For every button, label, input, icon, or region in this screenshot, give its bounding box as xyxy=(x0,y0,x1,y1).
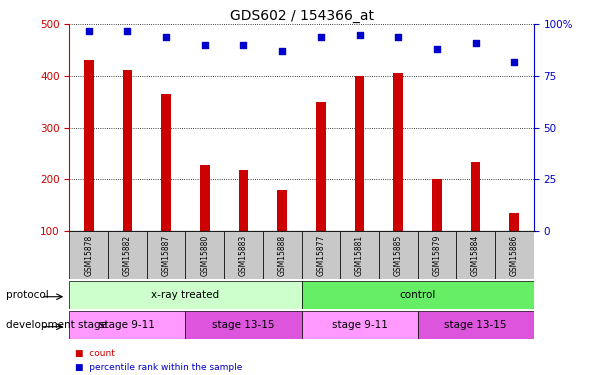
Text: x-ray treated: x-ray treated xyxy=(151,290,219,300)
Bar xyxy=(302,231,340,279)
Point xyxy=(355,32,364,38)
Bar xyxy=(122,70,132,231)
Bar xyxy=(84,60,93,231)
Text: GSM15881: GSM15881 xyxy=(355,234,364,276)
Text: ■  percentile rank within the sample: ■ percentile rank within the sample xyxy=(75,363,243,372)
Text: GSM15878: GSM15878 xyxy=(84,234,93,276)
Text: ■  count: ■ count xyxy=(75,349,115,358)
Text: GSM15883: GSM15883 xyxy=(239,234,248,276)
Text: stage 13-15: stage 13-15 xyxy=(212,320,275,330)
Text: development stage: development stage xyxy=(6,320,107,330)
Text: stage 9-11: stage 9-11 xyxy=(99,320,156,330)
Point xyxy=(393,34,403,40)
Text: GSM15880: GSM15880 xyxy=(200,234,209,276)
Text: protocol: protocol xyxy=(6,290,49,300)
Point xyxy=(84,28,93,34)
Bar xyxy=(69,231,108,279)
Bar xyxy=(495,231,534,279)
Bar xyxy=(108,231,147,279)
Text: GSM15882: GSM15882 xyxy=(123,234,132,276)
Point xyxy=(277,48,287,54)
Bar xyxy=(316,102,326,231)
Point xyxy=(122,28,132,34)
Bar xyxy=(302,311,417,339)
Bar xyxy=(186,311,302,339)
Bar xyxy=(302,281,534,309)
Bar xyxy=(432,179,442,231)
Bar xyxy=(277,190,287,231)
Text: GSM15888: GSM15888 xyxy=(277,234,286,276)
Text: control: control xyxy=(399,290,436,300)
Point xyxy=(316,34,326,40)
Text: GSM15887: GSM15887 xyxy=(162,234,171,276)
Bar xyxy=(456,231,495,279)
Bar xyxy=(239,170,248,231)
Bar xyxy=(379,231,417,279)
Bar xyxy=(69,281,302,309)
Bar xyxy=(355,76,364,231)
Bar xyxy=(147,231,186,279)
Bar xyxy=(393,74,403,231)
Bar xyxy=(224,231,263,279)
Point xyxy=(471,40,481,46)
Point xyxy=(161,34,171,40)
Title: GDS602 / 154366_at: GDS602 / 154366_at xyxy=(230,9,373,23)
Text: GSM15879: GSM15879 xyxy=(432,234,441,276)
Bar xyxy=(340,231,379,279)
Point xyxy=(432,46,442,52)
Bar xyxy=(471,162,481,231)
Text: GSM15877: GSM15877 xyxy=(317,234,326,276)
Bar xyxy=(186,231,224,279)
Point xyxy=(510,58,519,64)
Text: GSM15885: GSM15885 xyxy=(394,234,403,276)
Bar xyxy=(417,231,456,279)
Point xyxy=(200,42,210,48)
Text: stage 9-11: stage 9-11 xyxy=(332,320,388,330)
Bar xyxy=(417,311,534,339)
Point xyxy=(239,42,248,48)
Text: GSM15884: GSM15884 xyxy=(471,234,480,276)
Bar xyxy=(263,231,302,279)
Text: stage 13-15: stage 13-15 xyxy=(444,320,507,330)
Bar xyxy=(200,165,210,231)
Bar xyxy=(161,94,171,231)
Text: GSM15886: GSM15886 xyxy=(510,234,519,276)
Bar xyxy=(69,311,186,339)
Bar xyxy=(510,213,519,231)
